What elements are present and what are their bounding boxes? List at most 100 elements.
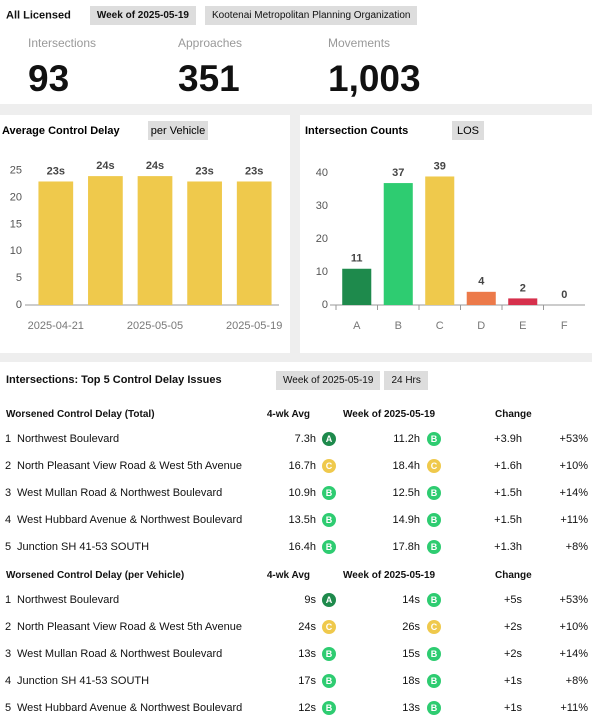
table-row: 4 West Hubbard Avenue & Northwest Bouleva… [0,510,592,530]
week-value: 18s [402,675,420,687]
x-tick-label: 2025-05-05 [127,320,183,332]
x-tick-label: E [519,320,526,332]
change-percent: +10% [559,621,588,633]
grade-badge: B [427,701,441,715]
table: Intersections: Top 5 Control Delay Issue… [0,362,592,722]
y-tick-label: 40 [316,167,328,179]
week-value: 26s [402,621,420,633]
intersection-name: West Hubbard Avenue & Northwest Boulevar… [17,514,243,526]
kpi-label: Movements [328,36,391,50]
badges: Week of 2025-05-19 24 Hrs [270,371,428,390]
table-row: 1 Northwest Boulevard 7.3h A 11.2h B +3.9h +53% [0,429,592,449]
change-percent: +11% [560,514,588,526]
avg-value: 16.4h [288,541,316,553]
change: +1.6h [494,460,522,472]
data-label: 0 [561,289,567,301]
table-row: 2 North Pleasant View Road & West 5th Ave… [0,617,592,637]
change-percent: +53% [559,433,588,445]
x-tick-label: D [477,320,485,332]
grade-badge: B [427,674,441,688]
badge: 24 Hrs [384,371,428,390]
table-row: 4 Junction SH 41-53 SOUTH 17s B 18s B +1s +8% [0,671,592,691]
y-tick-label: 0 [16,299,22,311]
intersection-name: West Mullan Road & Northwest Boulevard [17,648,223,660]
rank: 4 [5,514,12,526]
grade-badge: C [322,459,336,473]
grade-badge: B [427,593,441,607]
rank: 2 [5,460,12,472]
intersection-name: Northwest Boulevard [17,433,120,445]
bar [236,181,272,305]
change: +1s [503,675,522,687]
data-label: 24s [96,160,114,172]
grade-badge: B [427,540,441,554]
kpi-value: 1,003 [328,58,421,99]
table-row: 3 West Mullan Road & Northwest Boulevard 1… [0,644,592,664]
grade-badge: C [322,620,336,634]
kpi-value: 351 [178,58,240,99]
column-header: 4-wk Avg [266,570,310,581]
grade-badge: B [427,513,441,527]
badge-bg [148,121,208,140]
avg-value: 12s [298,702,316,714]
y-tick-label: 0 [322,299,328,311]
intersection-name: Junction SH 41-53 SOUTH [17,675,150,687]
badge-bg [452,121,484,140]
rank: 5 [5,702,12,714]
rank: 4 [5,675,12,687]
bar [425,176,455,305]
y-tick-label: 10 [316,266,328,278]
change-percent: +11% [560,702,588,714]
week-value: 14s [402,594,420,606]
kpi: Approaches 351 [178,36,242,100]
table-row: 5 West Hubbard Avenue & Northwest Bouleva… [0,698,592,718]
week-value: 15s [402,648,420,660]
change: +5s [503,594,522,606]
x-tick-label: B [395,320,402,332]
week-value: 12.5h [392,487,420,499]
bar [466,291,496,305]
grade-badge: B [427,486,441,500]
week-value: 18.4h [392,460,420,472]
intersection-name: North Pleasant View Road & West 5th Aven… [17,460,243,472]
data-label: 23s [47,165,65,177]
grade-badge: A [322,432,336,446]
bar [342,268,372,305]
header-title: All Licensed [6,9,71,22]
header: All Licensed Week of 2025-05-19 Kootenai… [0,0,592,104]
data-label: 2 [520,282,526,294]
data-label: 39 [434,160,446,172]
rank: 3 [5,487,12,499]
intersection-name: West Mullan Road & Northwest Boulevard [17,487,223,499]
rank: 1 [5,433,12,445]
chart-title: Average Control Delay [2,125,120,137]
change: +2s [503,621,522,633]
change: +3.9h [494,433,522,445]
data-label: 11 [351,253,363,265]
data-label: 37 [392,167,404,179]
change: +1.5h [494,487,522,499]
grade-badge: B [427,432,441,446]
table-row: 1 Northwest Boulevard 9s A 14s B +5s +53% [0,590,592,610]
intersection-name: North Pleasant View Road & West 5th Aven… [17,621,243,633]
week-value: 14.9h [392,514,420,526]
y-tick-label: 30 [316,200,328,212]
avg-value: 7.3h [294,433,316,445]
badge: Kootenai Metropolitan Planning Organizat… [205,6,418,25]
change-percent: +14% [559,487,588,499]
bar [383,183,413,305]
kpi: Intersections 93 [28,36,96,100]
kpi-value: 93 [28,58,70,99]
data-label: 23s [195,165,213,177]
grade-badge: A [322,593,336,607]
chart: Intersection Counts LOS010203040A11B37C39… [300,115,592,353]
chart-title: Intersection Counts [305,125,408,137]
bar [137,176,173,305]
kpi-label: Intersections [28,36,97,50]
change: +1.3h [494,541,522,553]
table-row: 3 West Mullan Road & Northwest Boulevard 1… [0,483,592,503]
change-percent: +53% [559,594,588,606]
grade-badge: B [322,540,336,554]
kpi-label: Approaches [178,36,243,50]
grade-badge: B [322,486,336,500]
